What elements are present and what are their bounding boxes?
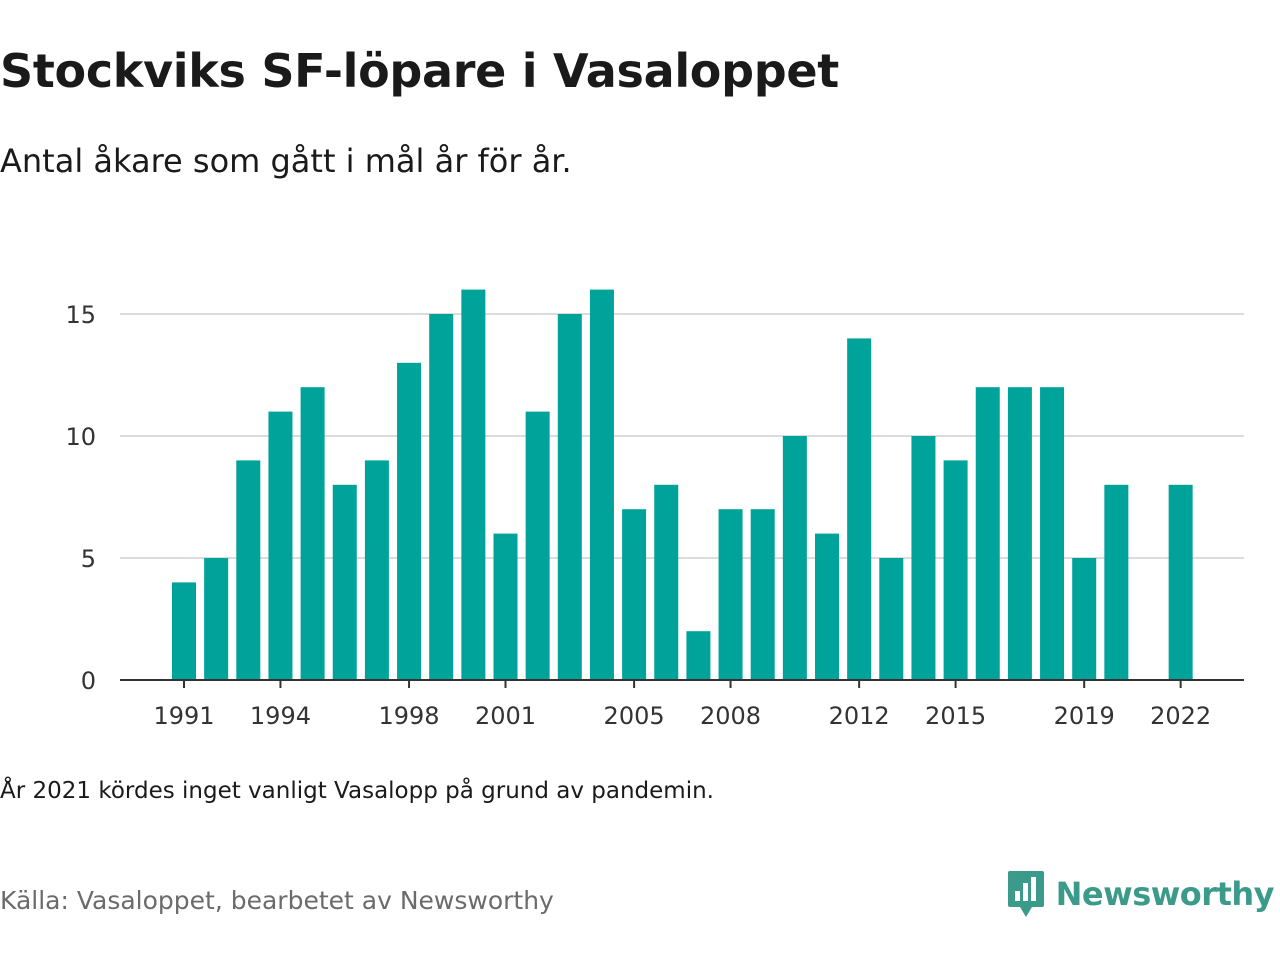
bar-2020[interactable] bbox=[1104, 484, 1129, 680]
bar-2004[interactable] bbox=[589, 289, 614, 680]
bar-2010[interactable] bbox=[782, 436, 807, 680]
x-tick-label-1991: 1991 bbox=[153, 702, 214, 730]
bar-2008[interactable] bbox=[718, 509, 743, 680]
y-tick-label-0: 0 bbox=[81, 667, 96, 695]
chart-subtitle: Antal åkare som gått i mål år för år. bbox=[0, 142, 572, 180]
x-tick-label-2001: 2001 bbox=[475, 702, 536, 730]
newsworthy-logo[interactable]: Newsworthy bbox=[1006, 868, 1275, 920]
bar-2022[interactable] bbox=[1168, 484, 1193, 680]
bar-2016[interactable] bbox=[975, 387, 1000, 680]
chart-note: År 2021 kördes inget vanligt Vasalopp på… bbox=[0, 778, 714, 804]
bar-2003[interactable] bbox=[557, 314, 582, 680]
bar-1999[interactable] bbox=[429, 314, 454, 680]
x-tick-label-2015: 2015 bbox=[925, 702, 986, 730]
bar-2012[interactable] bbox=[847, 338, 872, 680]
bar-2000[interactable] bbox=[461, 289, 486, 680]
bar-1992[interactable] bbox=[204, 558, 229, 680]
x-tick-label-2008: 2008 bbox=[700, 702, 761, 730]
bar-1993[interactable] bbox=[236, 460, 261, 680]
x-tick-label-1994: 1994 bbox=[250, 702, 311, 730]
bar-chart: 0 5 10 15 1991 1994 1998 2001 2005 2008 2012 2015 2… bbox=[65, 289, 1244, 730]
x-tick-label-1998: 1998 bbox=[379, 702, 440, 730]
y-tick-label-10: 10 bbox=[65, 423, 96, 451]
bar-2002[interactable] bbox=[525, 411, 550, 680]
y-tick-label-5: 5 bbox=[81, 545, 96, 573]
y-tick-label-15: 15 bbox=[65, 301, 96, 329]
bar-2001[interactable] bbox=[493, 533, 518, 680]
bar-2007[interactable] bbox=[686, 631, 711, 680]
bar-2013[interactable] bbox=[879, 558, 904, 680]
y-axis-ticks: 0 5 10 15 bbox=[65, 301, 96, 695]
source-text: Källa: Vasaloppet, bearbetet av Newswort… bbox=[0, 886, 554, 915]
bars bbox=[172, 289, 1193, 680]
bar-1994[interactable] bbox=[268, 411, 293, 680]
bar-2019[interactable] bbox=[1072, 558, 1097, 680]
bar-2006[interactable] bbox=[654, 484, 679, 680]
bar-1991[interactable] bbox=[172, 582, 196, 680]
bar-2015[interactable] bbox=[943, 460, 968, 680]
newsworthy-chart-bubble-icon bbox=[1007, 871, 1044, 917]
bar-2005[interactable] bbox=[622, 509, 647, 680]
bar-2011[interactable] bbox=[815, 533, 839, 680]
bar-1996[interactable] bbox=[332, 484, 357, 680]
x-tick-label-2019: 2019 bbox=[1054, 702, 1115, 730]
x-tick-label-2005: 2005 bbox=[604, 702, 665, 730]
bar-2009[interactable] bbox=[750, 509, 775, 680]
bar-2014[interactable] bbox=[911, 436, 936, 680]
bar-1997[interactable] bbox=[364, 460, 389, 680]
x-tick-label-2022: 2022 bbox=[1150, 702, 1211, 730]
bar-2018[interactable] bbox=[1040, 387, 1065, 680]
bar-2017[interactable] bbox=[1007, 387, 1032, 680]
newsworthy-logo-text: Newsworthy bbox=[1055, 875, 1275, 913]
bar-1995[interactable] bbox=[300, 387, 325, 680]
x-tick-label-2012: 2012 bbox=[829, 702, 890, 730]
x-axis-ticks: 1991 1994 1998 2001 2005 2008 2012 2015 2019 2022 bbox=[153, 680, 1211, 730]
bar-1998[interactable] bbox=[397, 362, 422, 680]
chart-title: Stockviks SF-löpare i Vasaloppet bbox=[0, 44, 839, 98]
